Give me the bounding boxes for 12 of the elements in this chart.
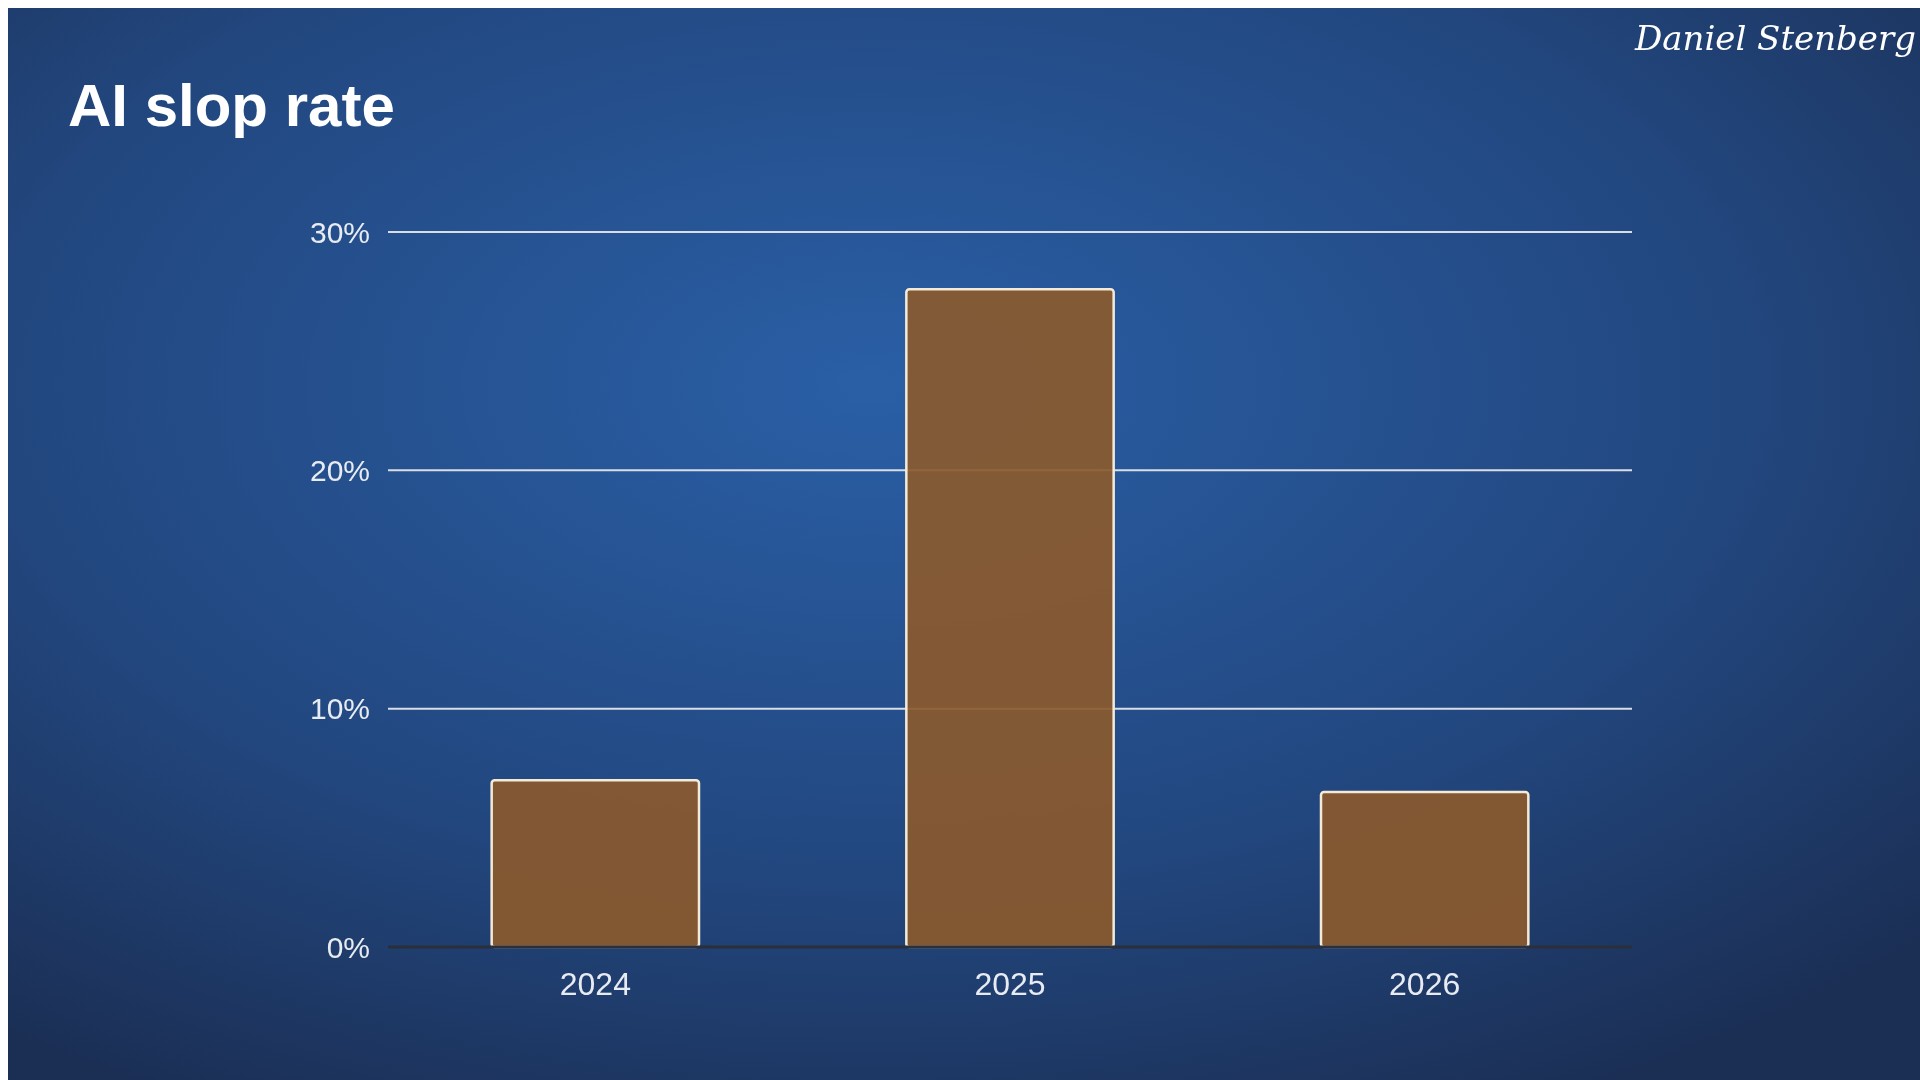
x-tick-label: 2024 bbox=[559, 966, 631, 1002]
y-tick-label: 20% bbox=[309, 453, 370, 487]
y-tick-label: 0% bbox=[326, 930, 370, 964]
y-tick-label: 30% bbox=[309, 215, 370, 249]
bar bbox=[490, 778, 701, 949]
text: Daniel Stenberg bbox=[1634, 18, 1916, 58]
x-tick-label: 2025 bbox=[974, 966, 1046, 1002]
bar bbox=[905, 287, 1115, 949]
chart-title: AI slop rate bbox=[68, 72, 395, 139]
y-tick-label: 10% bbox=[309, 692, 370, 726]
x-tick-label: 2026 bbox=[1389, 966, 1461, 1002]
bar bbox=[1319, 790, 1530, 949]
